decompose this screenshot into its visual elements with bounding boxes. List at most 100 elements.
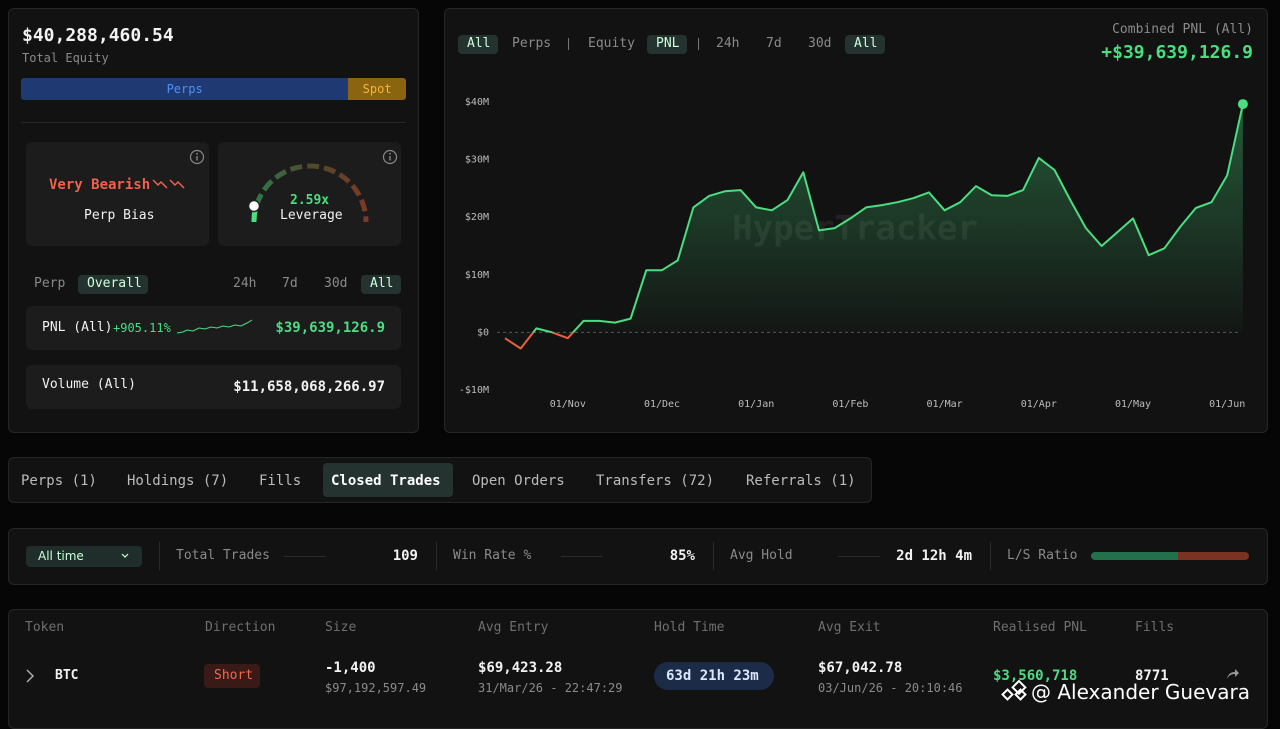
x-tick-label: 01/Mar xyxy=(927,399,963,410)
pnl-label: PNL (All) xyxy=(42,320,113,335)
stat-rule xyxy=(284,556,326,557)
pnl-value: $39,639,126.9 xyxy=(275,320,385,336)
chart-filter[interactable]: Equity xyxy=(588,36,635,51)
x-tick-label: 01/May xyxy=(1115,399,1151,410)
avg-entry: $69,423.28 xyxy=(478,660,563,676)
bearish-icon xyxy=(152,179,185,189)
tab[interactable]: Holdings (7) xyxy=(127,473,229,489)
allocation-label: Spot xyxy=(362,82,392,96)
chart-filter[interactable]: 30d xyxy=(808,36,832,51)
filter-active-bg[interactable] xyxy=(845,35,885,54)
x-tick-label: 01/Apr xyxy=(1021,399,1057,410)
total-equity: $40,288,460.54 xyxy=(22,25,174,46)
direction-chip xyxy=(204,664,260,688)
ls-bar xyxy=(1091,552,1249,560)
tab[interactable]: Perp xyxy=(34,276,66,291)
divider xyxy=(713,542,714,570)
filter-active-bg[interactable] xyxy=(647,35,687,54)
stat-label: Win Rate % xyxy=(453,548,532,563)
chart-filter[interactable]: 24h xyxy=(716,36,740,51)
share-icon[interactable] xyxy=(1224,666,1240,682)
stat-value: 85% xyxy=(669,548,695,564)
tab[interactable]: 30d xyxy=(324,276,348,291)
chart-header-value: +$39,639,126.9 xyxy=(1101,42,1253,63)
tab[interactable]: Closed Trades xyxy=(331,473,441,489)
x-tick-label: 01/Feb xyxy=(832,399,868,410)
pnl-chart: HyperTracker$40M$30M$20M$10M$0-$10M01/No… xyxy=(459,97,1248,410)
stats-bar xyxy=(8,528,1268,585)
bias-value: Very Bearish xyxy=(49,177,151,193)
allocation-segment: Spot xyxy=(348,78,406,100)
column-header: Direction xyxy=(205,620,276,635)
stat-rule xyxy=(561,556,603,557)
chart-filter[interactable]: 7d xyxy=(766,36,782,51)
area xyxy=(505,104,1243,349)
tab-active-bg[interactable] xyxy=(78,275,148,294)
watermark-icon xyxy=(1001,679,1027,701)
volume-value: $11,658,068,266.97 xyxy=(233,379,385,395)
tab[interactable]: Open Orders xyxy=(472,473,565,489)
column-header: Fills xyxy=(1135,620,1175,635)
divider xyxy=(159,542,160,570)
allocation-bar: Perps Spot xyxy=(21,78,406,100)
tab[interactable]: Referrals (1) xyxy=(746,473,856,489)
column-header: Realised PNL xyxy=(993,620,1087,635)
pnl-sparkline xyxy=(177,319,253,334)
realised-pnl: $3,560,718 xyxy=(993,668,1078,684)
bias-card xyxy=(26,142,209,246)
tab[interactable]: Overall xyxy=(87,276,142,291)
dropdown-caret[interactable] xyxy=(120,551,130,561)
tab[interactable]: All xyxy=(370,276,394,291)
column-header: Size xyxy=(325,620,357,635)
fills: 8771 xyxy=(1135,668,1169,684)
y-tick-label: $30M xyxy=(465,155,489,166)
hold-time-chip xyxy=(654,662,774,690)
chart-filter[interactable]: All xyxy=(854,36,878,51)
chart-filter[interactable]: Perps xyxy=(512,36,552,51)
divider xyxy=(436,542,437,570)
column-header: Hold Time xyxy=(654,620,725,635)
line xyxy=(504,103,1244,350)
leverage-gauge xyxy=(247,163,369,223)
filter-active-bg[interactable] xyxy=(458,35,498,54)
expand-icon[interactable] xyxy=(24,668,36,684)
chart-filter[interactable]: PNL xyxy=(656,36,680,51)
y-tick-label: $0 xyxy=(477,327,489,338)
tab[interactable]: 24h xyxy=(233,276,257,291)
exit-time: 03/Jun/26 - 20:10:46 xyxy=(818,681,963,695)
ls-label: L/S Ratio xyxy=(1007,548,1078,563)
bias-label: Perp Bias xyxy=(84,208,155,223)
stat-label: Total Trades xyxy=(176,548,270,563)
info-icon[interactable] xyxy=(189,149,205,165)
volume-label: Volume (All) xyxy=(42,377,136,392)
divider xyxy=(21,122,406,123)
tab[interactable]: 7d xyxy=(282,276,298,291)
x-tick-label: 01/Nov xyxy=(550,399,586,410)
entry-time: 31/Mar/26 - 22:47:29 xyxy=(478,681,623,695)
size: -1,400 xyxy=(325,660,376,676)
tab[interactable]: Fills xyxy=(259,473,302,489)
y-tick-label: $20M xyxy=(465,212,489,223)
tab-active-bg[interactable] xyxy=(361,275,401,294)
tab-active-bg[interactable] xyxy=(323,463,453,497)
avg-exit: $67,042.78 xyxy=(818,660,903,676)
watermark: @ Alexander Guevara xyxy=(1031,680,1250,704)
pnl-change: +905.11% xyxy=(113,321,171,335)
y-tick-label: $10M xyxy=(465,270,489,281)
stat-label: Avg Hold xyxy=(730,548,793,563)
period-dropdown[interactable] xyxy=(26,546,142,567)
leverage-card xyxy=(218,142,401,246)
period-value[interactable]: All time xyxy=(38,549,84,563)
total-equity-label: Total Equity xyxy=(22,51,109,65)
tab[interactable]: Perps (1) xyxy=(21,473,97,489)
filter-separator xyxy=(698,38,699,50)
chart-filter[interactable]: All xyxy=(467,36,491,51)
filter-separator xyxy=(568,38,569,50)
allocation-segment: Perps xyxy=(21,78,349,100)
stat-value: 109 xyxy=(392,548,418,564)
info-icon[interactable] xyxy=(382,149,398,165)
hold-time: 63d 21h 23m xyxy=(666,668,759,684)
tab[interactable]: Transfers (72) xyxy=(596,473,715,489)
column-header: Token xyxy=(25,620,65,635)
